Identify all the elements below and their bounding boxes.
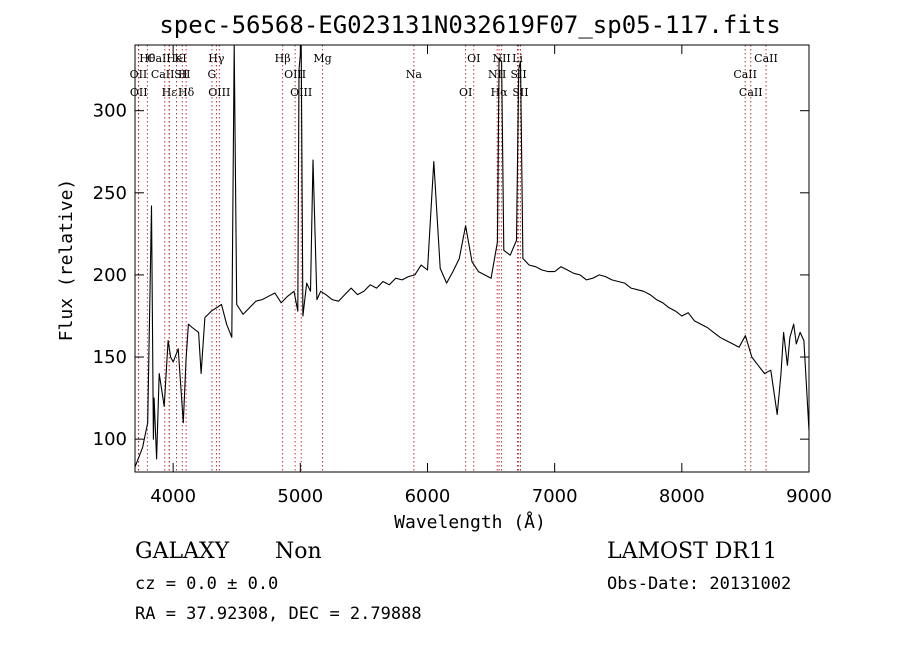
- line-marker-label: Li: [512, 52, 523, 65]
- line-marker-label: SII: [174, 68, 190, 81]
- line-marker-label: NII: [488, 68, 506, 81]
- y-tick-label: 200: [93, 265, 127, 286]
- x-tick-label: 6000: [405, 486, 451, 507]
- line-marker-label: Hβ: [275, 52, 291, 65]
- x-tick-label: 8000: [659, 486, 705, 507]
- x-axis: 4000 5000 6000 7000 8000 9000: [150, 45, 832, 507]
- redshift-text: cz = 0.0 ± 0.0: [135, 574, 278, 594]
- line-marker-label: OIII: [284, 68, 306, 81]
- x-tick-label: 5000: [277, 486, 323, 507]
- line-marker-label: OI: [459, 86, 472, 99]
- line-marker-label: CaII: [733, 68, 757, 81]
- line-marker-label: Hγ: [208, 52, 225, 65]
- spectrum-line: [134, 44, 810, 468]
- series-layer: [134, 44, 810, 468]
- line-marker-label: Hα: [491, 86, 509, 99]
- line-marker-label: OIII: [208, 86, 230, 99]
- chart-title: spec-56568-EG023131N032619F07_sp05-117.f…: [159, 11, 780, 39]
- line-marker-label: CaII: [754, 52, 778, 65]
- line-marker-label: G: [208, 68, 217, 81]
- line-marker-label: CaII K: [147, 52, 183, 65]
- x-tick-label: 7000: [532, 486, 578, 507]
- x-tick-label: 4000: [150, 486, 196, 507]
- line-marker-label: Hε: [162, 86, 178, 99]
- line-marker-label: OII: [130, 86, 148, 99]
- line-marker-label: NII: [492, 52, 510, 65]
- x-axis-label: Wavelength (Å): [394, 511, 546, 533]
- y-tick-label: 300: [93, 101, 127, 122]
- obs-date-text: Obs-Date: 20131002: [607, 574, 791, 594]
- y-tick-label: 100: [93, 429, 127, 450]
- line-marker-label: OI: [467, 52, 480, 65]
- object-class: GALAXY: [135, 539, 230, 564]
- object-subclass: Non: [275, 539, 322, 564]
- survey-label: LAMOST DR11: [607, 539, 777, 564]
- y-axis-label: Flux (relative): [56, 179, 77, 342]
- y-axis: 100 150 200 250 300: [93, 101, 809, 450]
- line-marker-label: Hθ: [139, 52, 156, 65]
- x-tick-label: 9000: [786, 486, 832, 507]
- y-tick-label: 150: [93, 347, 127, 368]
- plot-frame: [134, 44, 810, 473]
- line-marker-label: CaII: [739, 86, 763, 99]
- line-marker-label: Mg: [313, 52, 331, 65]
- line-marker-label: HeI: [166, 52, 186, 65]
- line-marker-label: Hδ: [178, 86, 195, 99]
- y-tick-label: 250: [93, 183, 127, 204]
- coordinates-text: RA = 37.92308, DEC = 2.79888: [135, 604, 422, 624]
- line-marker-label: Na: [406, 68, 423, 81]
